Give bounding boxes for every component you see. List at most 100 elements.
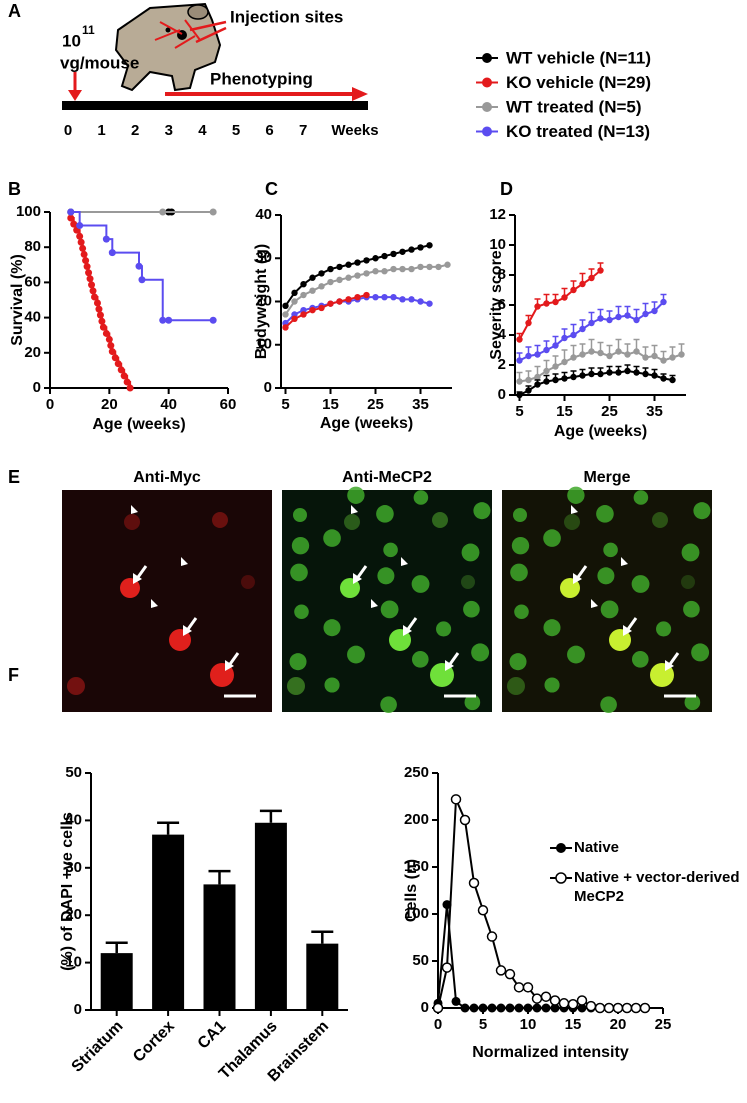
cell — [693, 502, 711, 520]
marker — [309, 306, 316, 314]
marker — [624, 312, 631, 319]
legend-marker — [550, 872, 572, 884]
injection-pointer — [189, 20, 227, 44]
y-axis-label: Cells (n) — [403, 859, 420, 922]
arrowhead-triangle — [621, 557, 628, 566]
x-tick-label: 35 — [412, 396, 429, 413]
marker — [114, 360, 122, 368]
marker — [624, 367, 631, 375]
arrowhead — [665, 660, 674, 671]
marker — [80, 250, 88, 258]
marker — [543, 378, 550, 385]
marker — [642, 310, 649, 318]
marker — [336, 263, 343, 271]
step-segment — [141, 278, 164, 321]
cell — [681, 575, 695, 589]
marker — [108, 249, 116, 257]
cell — [596, 505, 614, 523]
cell — [411, 575, 430, 593]
arrowhead-triangle — [351, 505, 358, 514]
marker — [516, 336, 523, 343]
marker — [399, 265, 406, 273]
x-tick-label: 40 — [160, 396, 177, 413]
marker — [99, 323, 107, 331]
legend-label: WT vehicle (N=11) — [506, 48, 651, 67]
marker — [417, 298, 424, 305]
cell — [463, 600, 480, 618]
marker — [678, 351, 685, 358]
cell — [380, 696, 397, 713]
marker — [354, 293, 361, 301]
arrowhead — [445, 660, 454, 671]
marker — [525, 376, 532, 384]
y-tick-label: 0 — [33, 379, 41, 396]
marker — [309, 274, 316, 281]
cell — [560, 578, 580, 598]
cell — [212, 512, 228, 528]
marker — [381, 293, 388, 301]
x-axis-label: Age (weeks) — [92, 416, 185, 433]
cell — [656, 621, 672, 637]
marker — [83, 263, 91, 271]
marker — [123, 378, 131, 386]
timeline-tick-label: 5 — [232, 122, 240, 139]
y-tick-label: 80 — [24, 238, 41, 255]
marker — [93, 299, 101, 307]
legend-marker — [482, 126, 492, 137]
marker — [603, 1002, 615, 1014]
cell — [633, 490, 649, 505]
legend-label: Native — [574, 839, 620, 856]
marker — [516, 357, 523, 364]
marker — [496, 1003, 506, 1013]
arrowhead-triangle — [131, 505, 138, 514]
marker — [282, 324, 289, 331]
marker — [486, 931, 498, 942]
x-tick-label: 15 — [322, 396, 339, 413]
x-tick-label: 5 — [479, 1016, 487, 1033]
marker — [98, 317, 106, 325]
y-tick-label: 40 — [65, 811, 82, 828]
panel-label: E — [8, 467, 20, 487]
y-tick-label: 30 — [255, 249, 272, 266]
marker — [525, 319, 532, 327]
marker — [660, 375, 667, 382]
dose-unit: vg/mouse — [60, 53, 139, 72]
marker — [606, 369, 613, 376]
arrowhead-triangle — [591, 599, 598, 608]
cell — [432, 512, 448, 528]
x-tick-label: 20 — [101, 396, 118, 413]
marker — [85, 269, 93, 277]
x-tick-label: 0 — [434, 1016, 442, 1033]
cell — [287, 677, 305, 695]
cell — [347, 486, 365, 504]
data-line — [518, 269, 602, 340]
mouse-ear — [187, 4, 209, 20]
marker — [495, 965, 507, 976]
marker — [95, 305, 103, 313]
y-tick-label: 0 — [264, 379, 272, 396]
marker — [525, 387, 532, 394]
arrowhead-triangle — [571, 505, 578, 514]
marker — [82, 257, 90, 265]
marker — [540, 991, 552, 1002]
marker — [300, 291, 307, 299]
arrowhead-triangle — [371, 599, 378, 608]
marker — [318, 270, 325, 277]
x-axis-label: Age (weeks) — [554, 423, 647, 440]
data-line — [437, 904, 645, 1009]
y-tick-label: 10 — [255, 336, 272, 353]
error-bar — [259, 809, 282, 823]
marker — [588, 274, 595, 282]
marker — [577, 1003, 587, 1013]
legend-label: KO treated (N=13) — [506, 122, 650, 141]
marker — [435, 263, 442, 271]
error-bar — [311, 930, 334, 944]
marker — [372, 293, 379, 301]
marker — [390, 250, 397, 258]
bar — [306, 943, 339, 1010]
y-tick-label: 40 — [24, 309, 41, 326]
marker — [639, 1002, 651, 1014]
y-tick-label: 0 — [74, 1001, 82, 1018]
marker — [550, 1003, 560, 1013]
